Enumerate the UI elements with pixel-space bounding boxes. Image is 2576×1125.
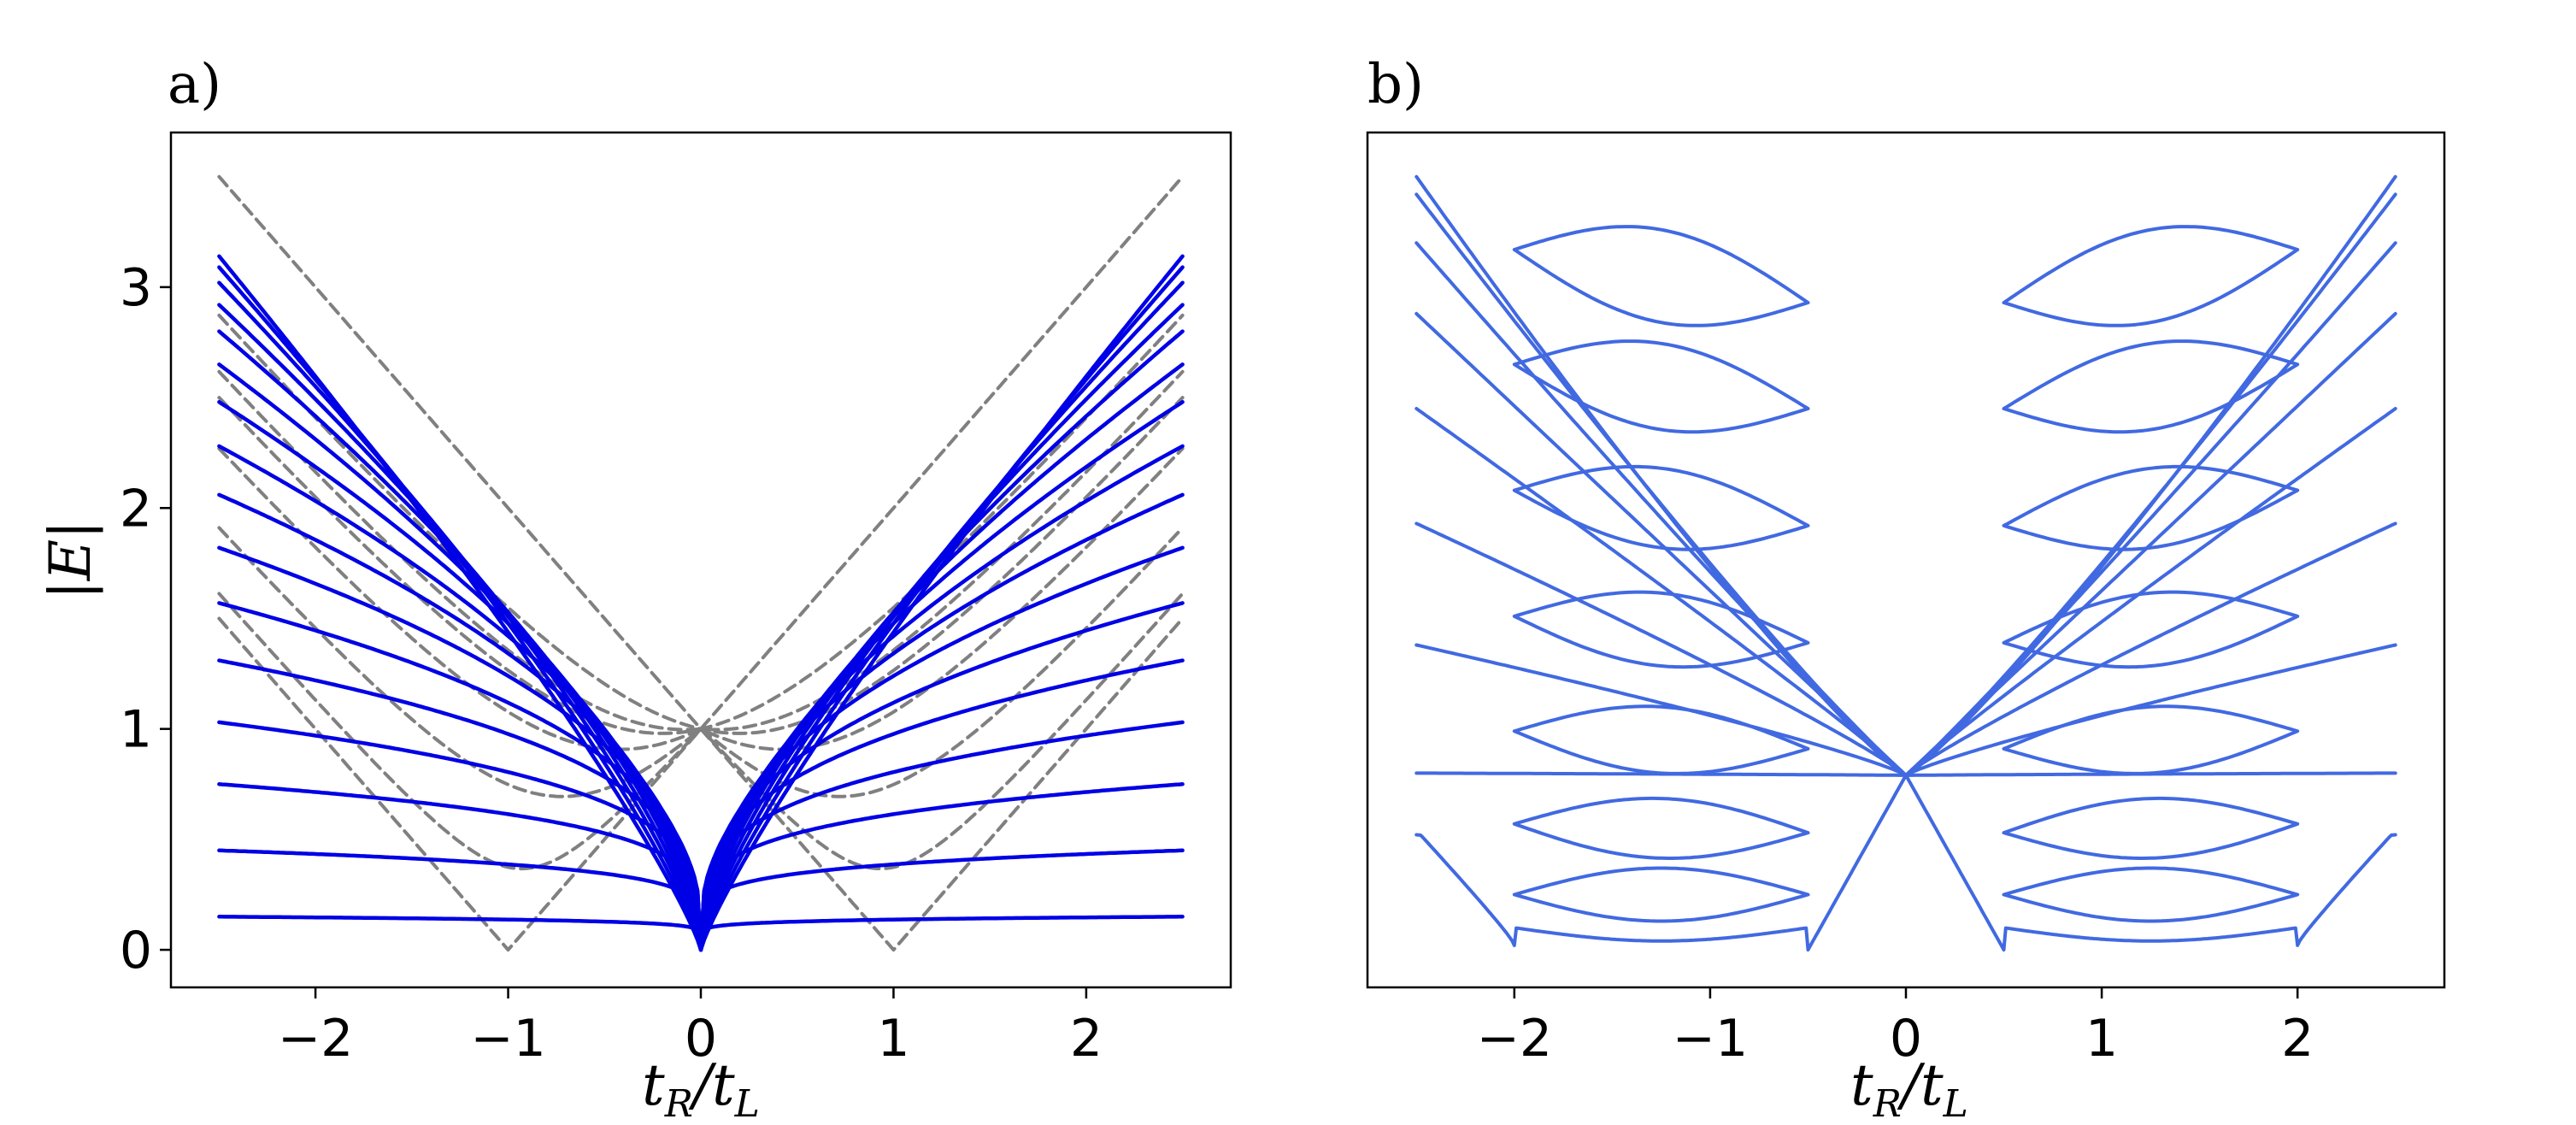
panel-b-x-axis-label: tR/tL <box>1850 1052 1968 1125</box>
series-line <box>1414 521 2397 777</box>
series-bubble <box>2002 339 2300 434</box>
series-line <box>1414 241 2397 777</box>
solid-series <box>217 303 1185 952</box>
x-tick-label: 2 <box>1070 1009 1103 1069</box>
x-tick-label: −1 <box>1673 1009 1748 1069</box>
x-tick-label: −2 <box>1477 1009 1552 1069</box>
series-bubble <box>1512 590 1810 669</box>
x-tick-label: 0 <box>685 1009 717 1069</box>
solid-series <box>217 545 1185 952</box>
panel-b-curves <box>1414 174 2397 952</box>
series-bubble <box>1512 796 1810 860</box>
panel-b-x-ticks: −2 −1 0 1 2 <box>1477 987 2314 1069</box>
series-line <box>1414 773 2397 952</box>
panel-a: a) −2 −1 0 1 2 0 1 2 3 tR/tL |E| <box>38 53 1232 1125</box>
panel-b-label: b) <box>1367 53 1424 116</box>
y-tick-label: 1 <box>120 700 152 760</box>
panel-a-curves <box>217 174 1185 952</box>
y-tick-label: 0 <box>120 921 152 981</box>
panel-a-y-axis-label: |E| <box>38 521 103 600</box>
dashed-series <box>217 313 1185 731</box>
series-bubble <box>2002 464 2300 551</box>
y-tick-label: 3 <box>120 258 152 318</box>
solid-series <box>217 265 1185 952</box>
series-bubble <box>1512 704 1810 775</box>
series-bubble <box>2002 796 2300 860</box>
solid-series <box>217 280 1185 952</box>
panel-a-x-ticks: −2 −1 0 1 2 <box>278 987 1103 1069</box>
x-tick-label: 0 <box>1890 1009 1922 1069</box>
series-bubble <box>2002 225 2300 327</box>
panel-a-label: a) <box>168 53 221 116</box>
x-tick-label: −2 <box>278 1009 353 1069</box>
y-tick-label: 2 <box>120 479 152 539</box>
series-bubble <box>2002 704 2300 775</box>
solid-series <box>217 658 1185 952</box>
dashed-series <box>217 446 1185 751</box>
series-line <box>1414 643 2397 777</box>
series-bubble <box>1512 866 1810 923</box>
series-bubble <box>2002 866 2300 923</box>
dashed-series <box>217 616 1185 952</box>
x-tick-label: 1 <box>2085 1009 2118 1069</box>
dashed-series <box>217 526 1185 798</box>
solid-series <box>217 362 1185 952</box>
solid-series <box>217 492 1185 952</box>
x-tick-label: 2 <box>2281 1009 2314 1069</box>
x-tick-label: 1 <box>877 1009 909 1069</box>
solid-series <box>217 254 1185 952</box>
series-line <box>1414 174 2397 777</box>
panel-a-y-ticks: 0 1 2 3 <box>120 258 171 981</box>
x-tick-label: −1 <box>470 1009 545 1069</box>
series-bubble <box>1512 225 1810 327</box>
solid-series <box>217 601 1185 952</box>
series-bubble <box>2002 590 2300 669</box>
series-bubble <box>1512 339 1810 434</box>
series-bubble <box>1512 464 1810 551</box>
panel-a-x-axis-label: tR/tL <box>642 1052 760 1125</box>
panel-b: b) −2 −1 0 1 2 tR/tL <box>1366 53 2446 1125</box>
